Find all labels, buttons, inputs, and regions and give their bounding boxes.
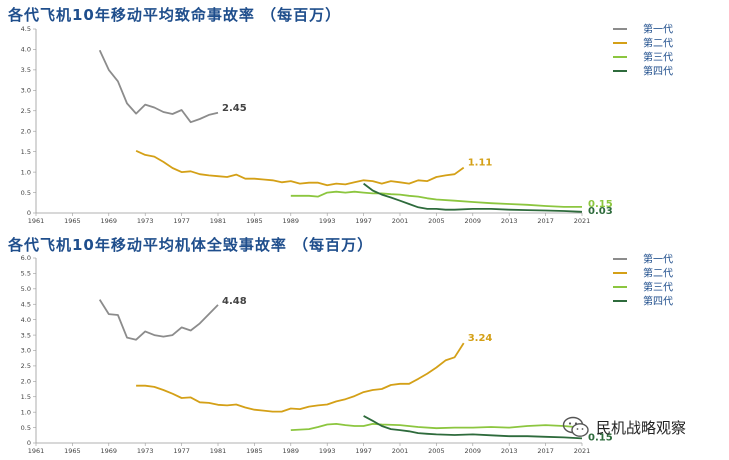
y-tick-label: 2.5 bbox=[21, 362, 31, 370]
y-tick-label: 0 bbox=[27, 209, 31, 217]
x-tick-label: 2001 bbox=[392, 447, 409, 455]
data-label: 0.03 bbox=[588, 206, 613, 217]
x-tick-label: 2017 bbox=[537, 447, 554, 455]
series-line bbox=[98, 49, 219, 124]
chart-fatal-accident-rate: 各代飞机10年移动平均致命事故率 （每百万） 0 0.5 1.0 1.5 2.0 2.5 3… bbox=[8, 6, 673, 226]
x-tick-label: 2005 bbox=[428, 217, 445, 225]
legend-label: 第一代 bbox=[643, 23, 673, 36]
x-tick-label: 1965 bbox=[64, 217, 81, 225]
legend-label: 第二代 bbox=[643, 37, 673, 50]
data-label: 1.11 bbox=[468, 158, 493, 169]
x-tick-label: 2021 bbox=[574, 217, 591, 225]
y-tick-label: 2.0 bbox=[21, 127, 31, 135]
x-tick-label: 1993 bbox=[319, 217, 336, 225]
y-tick-label: 1.5 bbox=[21, 148, 31, 156]
x-tick-label: 1989 bbox=[283, 217, 300, 225]
y-tick-label: 1.0 bbox=[21, 408, 31, 416]
x-tick-label: 1997 bbox=[355, 217, 372, 225]
y-tick-label: 3.5 bbox=[21, 331, 31, 339]
chart-canvas: 0 0.5 1.0 1.5 2.0 2.5 3.0 3.5 4.0 4.5 1961 1965 1969… bbox=[21, 23, 673, 226]
x-tick-label: 1977 bbox=[173, 447, 190, 455]
y-tick-label: 0.5 bbox=[21, 189, 31, 197]
data-label: 0.15 bbox=[588, 199, 613, 210]
y-tick-label: 2.5 bbox=[21, 107, 31, 115]
data-label: 2.45 bbox=[222, 103, 247, 114]
legend-label: 第一代 bbox=[643, 253, 673, 266]
chart-title: 各代飞机10年移动平均机体全毁事故率 （每百万） bbox=[8, 236, 374, 254]
x-tick-label: 1981 bbox=[210, 447, 227, 455]
watermark: 民机战略观察 bbox=[562, 414, 686, 440]
y-tick-label: 1.0 bbox=[21, 168, 31, 176]
x-tick-label: 1969 bbox=[101, 447, 118, 455]
x-tick-label: 2001 bbox=[392, 217, 409, 225]
x-tick-label: 1965 bbox=[64, 447, 81, 455]
x-tick-label: 1973 bbox=[137, 447, 154, 455]
x-tick-label: 1993 bbox=[319, 447, 336, 455]
y-tick-label: 3.5 bbox=[21, 66, 31, 74]
data-label: 4.48 bbox=[222, 296, 247, 307]
x-tick-label: 2009 bbox=[465, 447, 482, 455]
y-tick-label: 3.0 bbox=[21, 87, 31, 95]
x-tick-label: 1969 bbox=[101, 217, 118, 225]
x-tick-label: 1961 bbox=[28, 217, 45, 225]
legend-label: 第四代 bbox=[643, 295, 673, 308]
x-tick-label: 1973 bbox=[137, 217, 154, 225]
x-tick-label: 2009 bbox=[465, 217, 482, 225]
y-tick-label: 4.5 bbox=[21, 300, 31, 308]
series-line bbox=[363, 182, 583, 213]
x-tick-label: 2013 bbox=[501, 447, 518, 455]
legend-label: 第三代 bbox=[643, 51, 673, 64]
series-line bbox=[135, 149, 465, 187]
y-tick-label: 0.5 bbox=[21, 424, 31, 432]
legend-label: 第二代 bbox=[643, 267, 673, 280]
y-tick-label: 5.5 bbox=[21, 270, 31, 278]
y-tick-label: 6.0 bbox=[21, 254, 31, 262]
y-tick-label: 1.5 bbox=[21, 393, 31, 401]
x-tick-label: 2005 bbox=[428, 447, 445, 455]
series-line bbox=[290, 422, 583, 431]
series-line bbox=[136, 342, 465, 413]
x-tick-label: 1989 bbox=[283, 447, 300, 455]
chart-title: 各代飞机10年移动平均致命事故率 （每百万） bbox=[8, 6, 342, 24]
x-tick-label: 1981 bbox=[210, 217, 227, 225]
x-tick-label: 1977 bbox=[173, 217, 190, 225]
y-tick-label: 3.0 bbox=[21, 347, 31, 355]
legend-label: 第三代 bbox=[643, 281, 673, 294]
series-line bbox=[290, 190, 582, 208]
data-label: 0.15 bbox=[588, 432, 613, 443]
x-tick-label: 1985 bbox=[246, 217, 263, 225]
x-tick-label: 1985 bbox=[246, 447, 263, 455]
x-tick-label: 1997 bbox=[355, 447, 372, 455]
watermark-text: 民机战略观察 bbox=[596, 418, 687, 437]
x-tick-label: 2021 bbox=[574, 447, 591, 455]
y-tick-label: 4.0 bbox=[21, 46, 31, 54]
y-tick-label: 5.0 bbox=[21, 285, 31, 293]
chart-canvas: 0 0.5 1.0 1.5 2.0 2.5 3.0 3.5 4.0 4.5 5.0 5.5 6.0 196… bbox=[21, 253, 673, 456]
y-tick-label: 2.0 bbox=[21, 378, 31, 386]
y-tick-label: 0 bbox=[27, 439, 31, 447]
chart-hull-loss-rate: 各代飞机10年移动平均机体全毁事故率 （每百万） 0 0.5 1.0 1.5 2.0 2.… bbox=[0, 230, 729, 460]
legend-label: 第四代 bbox=[643, 65, 673, 78]
wechat-icon bbox=[562, 416, 589, 437]
data-label: 3.24 bbox=[468, 333, 493, 344]
x-tick-label: 2017 bbox=[537, 217, 554, 225]
y-tick-label: 4.0 bbox=[21, 316, 31, 324]
y-tick-label: 4.5 bbox=[21, 25, 31, 33]
x-tick-label: 2013 bbox=[501, 217, 518, 225]
series-line bbox=[363, 415, 583, 440]
x-tick-label: 1961 bbox=[28, 447, 45, 455]
series-line bbox=[98, 299, 219, 341]
